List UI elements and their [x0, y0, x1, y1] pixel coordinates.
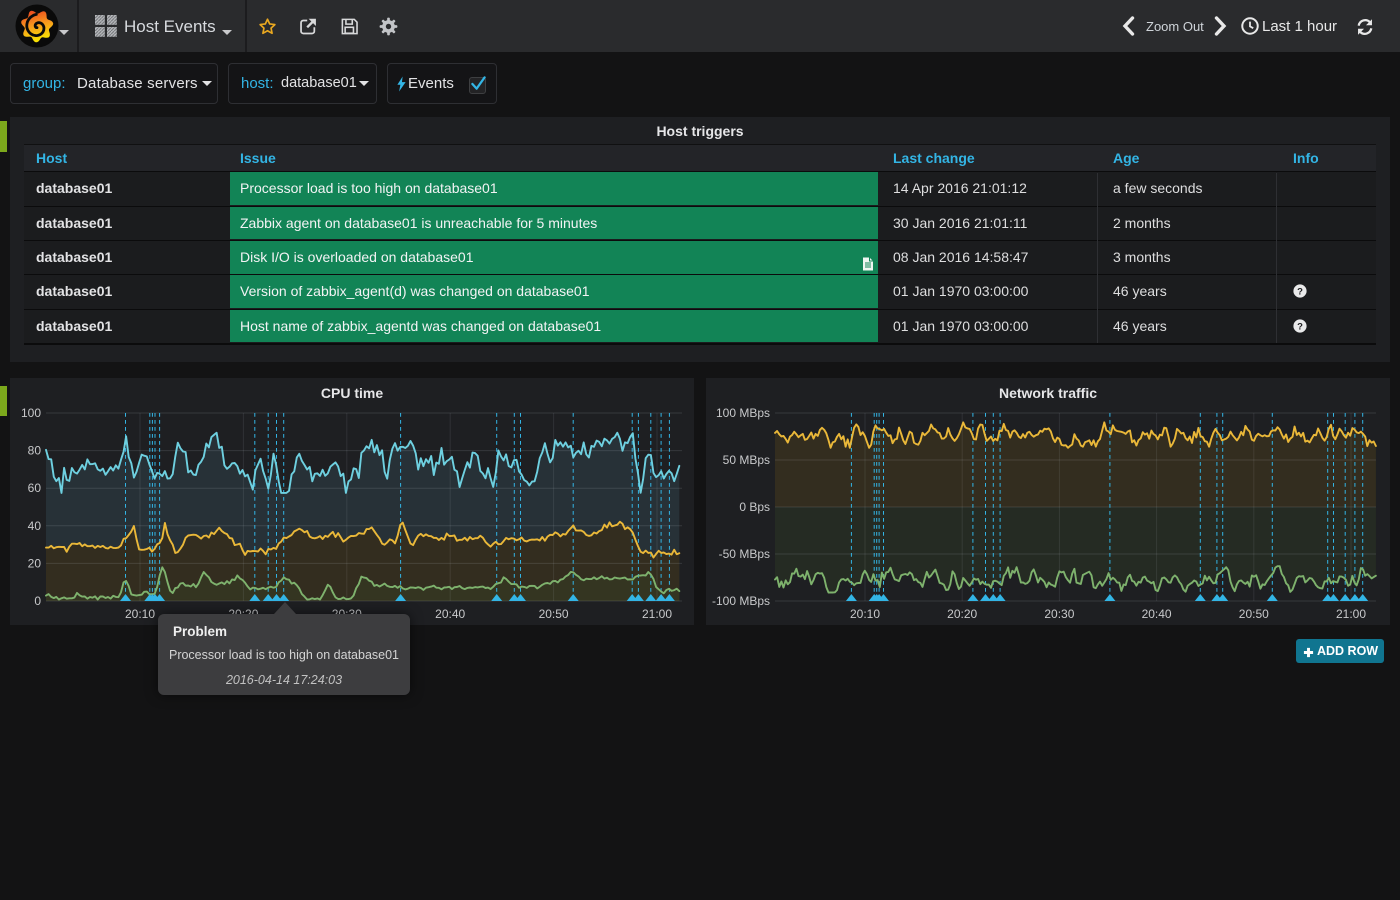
svg-text:21:00: 21:00 [1336, 607, 1366, 621]
svg-text:40: 40 [28, 519, 42, 533]
svg-text:20:50: 20:50 [1239, 607, 1269, 621]
svg-text:-100 MBps: -100 MBps [712, 594, 770, 608]
svg-text:?: ? [1297, 287, 1303, 298]
svg-text:21:00: 21:00 [642, 607, 672, 621]
svg-text:100: 100 [21, 406, 41, 420]
svg-text:20: 20 [28, 556, 42, 570]
svg-text:-50 MBps: -50 MBps [719, 547, 770, 561]
svg-text:0: 0 [34, 594, 41, 608]
svg-text:20:40: 20:40 [435, 607, 465, 621]
svg-text:20:50: 20:50 [539, 607, 569, 621]
svg-text:60: 60 [28, 481, 42, 495]
svg-text:20:20: 20:20 [947, 607, 977, 621]
svg-text:20:30: 20:30 [1044, 607, 1074, 621]
svg-text:20:10: 20:10 [850, 607, 880, 621]
svg-text:50 MBps: 50 MBps [723, 453, 770, 467]
svg-text:80: 80 [28, 444, 42, 458]
svg-text:?: ? [1297, 321, 1303, 332]
svg-text:20:10: 20:10 [125, 607, 155, 621]
svg-text:20:40: 20:40 [1142, 607, 1172, 621]
svg-text:0 Bps: 0 Bps [739, 500, 770, 514]
svg-text:100 MBps: 100 MBps [716, 406, 770, 420]
